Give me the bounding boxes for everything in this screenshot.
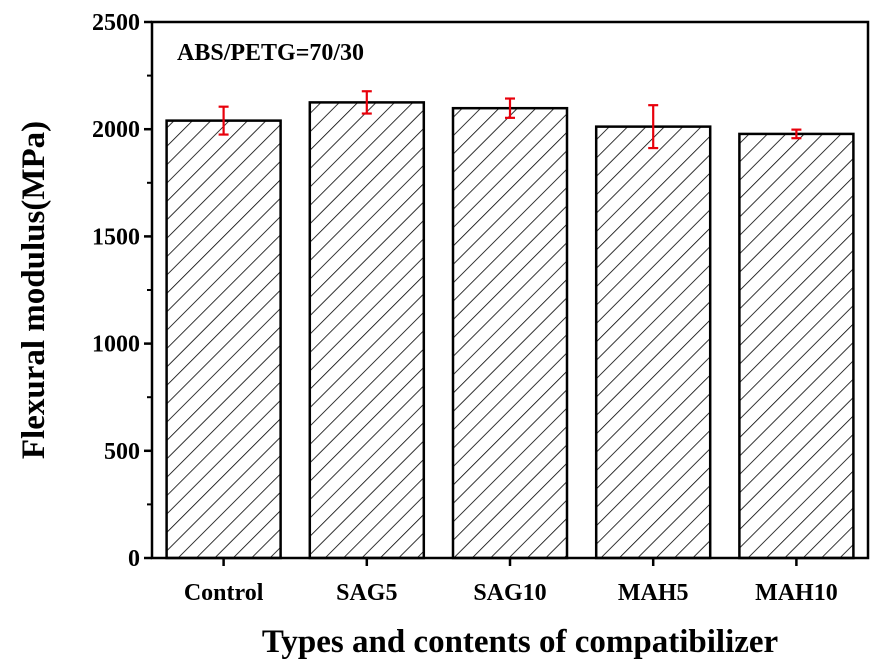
bar-sag5 — [308, 101, 426, 560]
x-tick-label: MAH5 — [618, 580, 689, 606]
y-tick-label: 2500 — [92, 10, 140, 36]
y-axis-title: Flexural modulus(MPa) — [16, 121, 52, 459]
chart-annotation: ABS/PETG=70/30 — [177, 40, 364, 66]
y-tick-label: 2000 — [92, 117, 140, 143]
error-bar-sag5 — [361, 90, 372, 115]
error-bar-mah10 — [791, 128, 802, 140]
x-tick-label: MAH10 — [755, 580, 838, 606]
x-axis-ticks: Control SAG5 SAG10 MAH5 MAH10 — [184, 558, 838, 606]
y-axis-ticks: 0 500 1000 1500 2000 2500 — [92, 10, 152, 572]
y-tick-label: 500 — [104, 439, 140, 465]
error-bar-control — [218, 105, 229, 136]
bar-sag10 — [451, 106, 569, 560]
x-tick-label: SAG10 — [473, 580, 546, 606]
y-tick-label: 1000 — [92, 332, 140, 358]
x-tick-label: Control — [184, 580, 264, 606]
bars — [165, 101, 855, 560]
error-bars — [218, 90, 802, 150]
y-tick-label: 1500 — [92, 224, 140, 250]
x-axis-title: Types and contents of compatibilizer — [262, 624, 778, 660]
bar-mah5 — [594, 125, 712, 560]
x-tick-label: SAG5 — [336, 580, 397, 606]
y-tick-label: 0 — [128, 546, 140, 572]
error-bar-mah5 — [648, 104, 659, 150]
bar-mah10 — [738, 132, 855, 560]
bar-control — [165, 119, 282, 560]
error-bar-sag10 — [505, 97, 515, 119]
